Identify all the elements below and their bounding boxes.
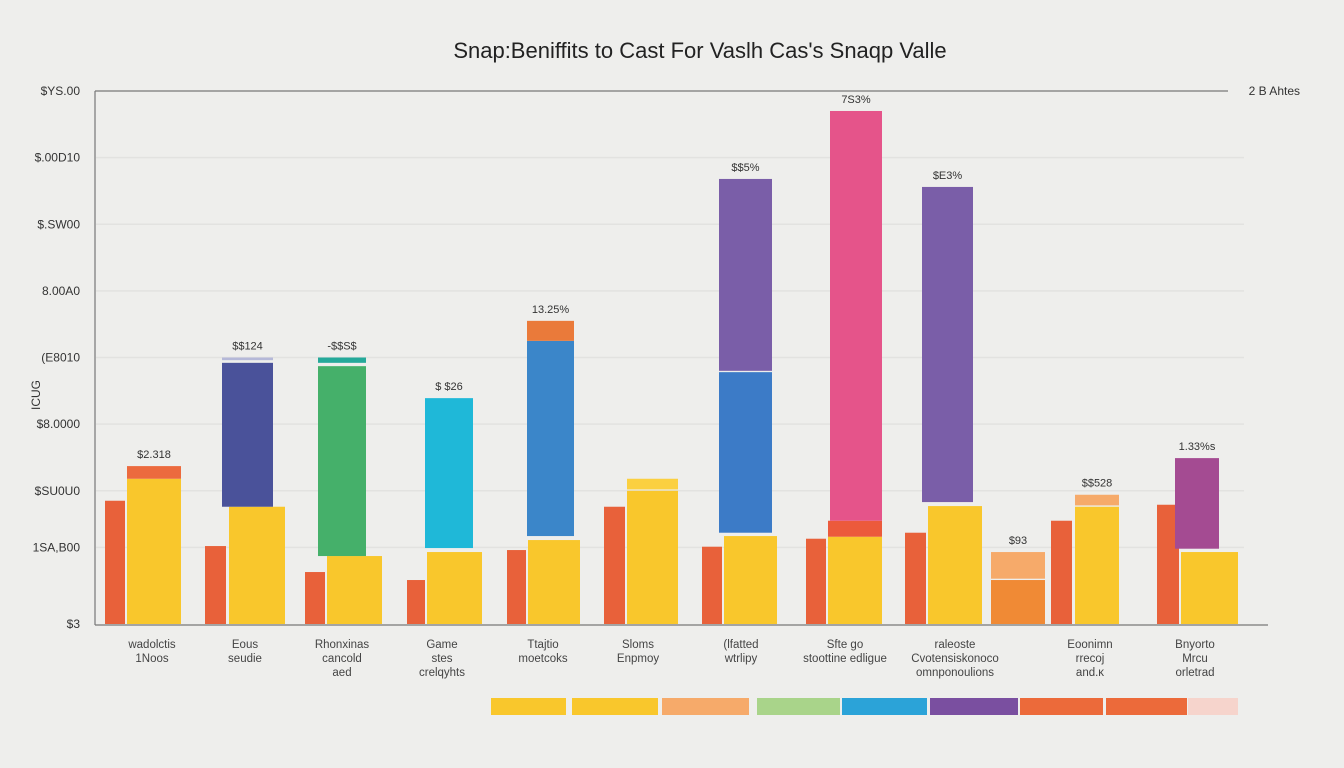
bar-segment [1075, 494, 1119, 506]
bar-segment [1175, 458, 1219, 549]
y-tick-label: $.00D10 [35, 151, 81, 165]
bar-segment [724, 536, 777, 624]
data-label: 13.25% [532, 304, 570, 316]
chart-title: Snap:Beniffits to Cast For Vaslh Cas's S… [453, 38, 946, 63]
bar-segment [702, 546, 722, 624]
x-tick-label: Sloms Enpmoy [617, 639, 659, 665]
legend-swatch [1188, 698, 1238, 715]
bar-segment [905, 532, 926, 624]
data-label: $2.318 [137, 449, 171, 461]
bar-group [1051, 494, 1119, 624]
bar-segment [318, 366, 366, 557]
bar-group [1157, 458, 1238, 624]
legend-swatch [1020, 698, 1103, 715]
data-label: $E3% [933, 170, 963, 182]
legend-swatch [572, 698, 658, 715]
bar-segment [425, 398, 473, 549]
data-label: $ $26 [435, 381, 463, 393]
y-tick-label: $3 [67, 617, 81, 631]
x-tick-label: Rhonxinas cancold aed [315, 639, 370, 679]
data-label: $$5% [731, 162, 759, 174]
bar-segment [604, 506, 625, 624]
y-tick-label: 1SA,B00 [33, 540, 81, 554]
y-tick-label: 8.00A0 [42, 284, 80, 298]
bar-segment [527, 320, 574, 341]
bar-segment [127, 466, 181, 479]
bar-group [305, 357, 382, 624]
bar-group [991, 552, 1045, 624]
bar-segment [922, 186, 973, 503]
bar-segment [427, 552, 482, 624]
data-label: $$124 [232, 341, 263, 353]
bar-segment [318, 357, 366, 363]
bar-segment [806, 538, 826, 624]
bar-group [205, 357, 285, 624]
bar-segment [1075, 506, 1119, 624]
data-label: $$528 [1082, 478, 1113, 490]
bar-segment [222, 357, 273, 361]
x-tick-label: wadolctis 1Noos [127, 639, 176, 665]
legend-swatch [842, 698, 927, 715]
x-tick-label: (lfatted wtrlipy [723, 639, 758, 665]
x-tick-label: Eous seudie [228, 639, 262, 665]
bar-segment [528, 540, 580, 624]
bar-segment [205, 546, 226, 624]
bar-group [407, 398, 482, 624]
bar-group [105, 466, 181, 624]
bar-group [507, 320, 580, 624]
bar-segment [127, 478, 181, 624]
bar-segment [1051, 520, 1072, 624]
bar-group [905, 186, 982, 624]
bar-segment [1157, 504, 1179, 624]
bar-segment [507, 550, 526, 624]
legend-swatch [1106, 698, 1187, 715]
bar-segment [828, 520, 882, 537]
corner-label: 2 B Ahtes [1249, 84, 1300, 98]
y-tick-label: $8.0000 [37, 417, 81, 431]
bar-segment [1181, 552, 1238, 624]
bar-segment [527, 340, 574, 537]
bar-group [702, 178, 777, 624]
y-tick-label: (E8010 [41, 351, 80, 365]
bar-segment [627, 478, 678, 490]
bar-group [806, 110, 882, 624]
data-label: 1.33%s [1179, 441, 1216, 453]
bar-segment [105, 500, 125, 624]
legend-swatch [757, 698, 840, 715]
bar-group [604, 478, 678, 624]
bar-segment [305, 572, 325, 624]
x-tick-label: Eoonimn rrecoj and.ĸ [1067, 639, 1112, 679]
x-tick-label: Bnyorto Mrcu orletrad [1175, 639, 1215, 679]
x-tick-label: raleoste Cvotensiskonoco omnponoulions [911, 639, 999, 679]
bar-segment [327, 556, 382, 624]
x-tick-label: Game stes crelqyhts [419, 639, 465, 679]
bar-segment [229, 506, 285, 624]
y-tick-label: $YS.00 [41, 84, 81, 98]
x-tick-label: Ttajtio moetcoks [518, 639, 567, 665]
y-axis-label: ICUG [29, 380, 43, 410]
bar-segment [991, 580, 1045, 624]
x-tick-label: Sfte go stoottine edligue [803, 639, 887, 665]
bar-segment [719, 372, 772, 533]
bar-segment [830, 110, 882, 521]
legend-swatch [491, 698, 566, 715]
bar-segment [719, 178, 772, 371]
y-tick-label: $SU0U0 [35, 484, 81, 498]
bar-segment [407, 580, 425, 624]
data-label: $93 [1009, 535, 1027, 547]
bar-segment [222, 362, 273, 507]
data-label: -$$S$ [327, 341, 356, 353]
bar-segment [627, 490, 678, 624]
bar-segment [828, 536, 882, 624]
bar-segment [928, 506, 982, 624]
data-label: 7S3% [841, 94, 871, 106]
legend-swatch [662, 698, 749, 715]
bar-segment [991, 552, 1045, 579]
legend-swatch [930, 698, 1018, 715]
y-tick-label: $.SW00 [37, 217, 80, 231]
